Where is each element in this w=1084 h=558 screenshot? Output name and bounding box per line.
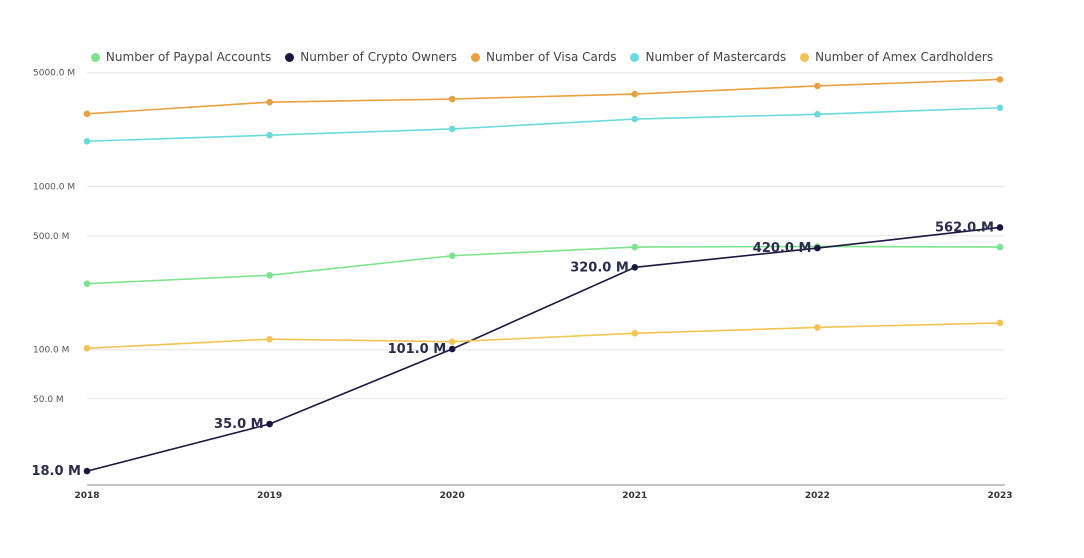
legend-label: Number of Mastercards — [645, 50, 787, 64]
data-point — [83, 280, 91, 288]
legend-marker — [471, 52, 481, 62]
legend-label: Number of Amex Cardholders — [815, 50, 994, 64]
data-point — [266, 272, 273, 279]
legend-item[interactable]: Number of Amex Cardholders — [800, 50, 993, 64]
data-point — [631, 264, 639, 271]
legend-item[interactable]: Number of Crypto Owners — [285, 50, 457, 64]
series-line — [86, 322, 1001, 350]
legend-item[interactable]: Number of Visa Cards — [471, 50, 616, 64]
data-point — [448, 345, 456, 353]
x-tick-label: 2021 — [622, 491, 647, 501]
data-point — [631, 90, 639, 98]
data-label: 35.0 M — [214, 417, 264, 432]
y-tick-label: 1000.0 M — [33, 183, 75, 193]
legend-marker — [90, 52, 100, 62]
legend: Number of Paypal Accounts Number of Crypt… — [0, 50, 1084, 64]
legend-item[interactable]: Number of Mastercards — [630, 50, 786, 64]
y-tick-label: 5000.0 M — [33, 69, 75, 79]
data-point — [83, 110, 91, 118]
y-tick-label: 50.0 M — [33, 395, 64, 405]
data-point — [814, 324, 821, 331]
data-point — [996, 243, 1004, 251]
data-point — [996, 224, 1004, 231]
legend-marker — [630, 52, 640, 62]
series-line — [86, 226, 1001, 472]
data-label: 101.0 M — [388, 342, 447, 357]
data-point — [266, 335, 273, 343]
data-point — [631, 243, 639, 251]
data-point — [448, 125, 456, 133]
y-tick-label: 500.0 M — [33, 232, 69, 242]
x-tick-label: 2019 — [257, 491, 282, 501]
data-point — [448, 338, 456, 345]
y-tick-label: 100.0 M — [33, 346, 69, 356]
legend-item[interactable]: Number of Paypal Accounts — [90, 50, 272, 64]
data-label: 562.0.M — [935, 220, 994, 235]
legend-marker — [800, 52, 810, 62]
x-tick-label: 2022 — [805, 491, 830, 501]
data-point — [448, 252, 456, 260]
x-tick-label: 2018 — [74, 491, 99, 501]
x-tick-label: 2023 — [987, 491, 1012, 501]
data-point — [83, 344, 91, 352]
data-point — [631, 115, 639, 123]
data-point — [996, 76, 1004, 83]
data-point — [266, 98, 273, 106]
data-label: 420.0 M — [753, 241, 812, 256]
data-point — [814, 82, 821, 90]
data-point — [996, 319, 1004, 327]
data-point — [266, 420, 273, 428]
x-tick-label: 2020 — [440, 491, 465, 501]
data-label: 320.0 M — [570, 260, 629, 275]
data-point — [266, 131, 273, 139]
data-point — [814, 111, 821, 118]
legend-label: Number of Visa Cards — [486, 50, 617, 64]
data-point — [996, 104, 1004, 112]
data-point — [631, 330, 639, 337]
series-line — [86, 106, 1001, 143]
data-point — [814, 244, 821, 252]
data-point — [448, 95, 456, 103]
series-line — [86, 78, 1001, 115]
legend-label: Number of Paypal Accounts — [105, 50, 272, 64]
data-label: 18.0 M — [31, 464, 81, 479]
series-line — [86, 245, 1001, 285]
data-point — [83, 467, 91, 475]
data-point — [83, 137, 91, 145]
legend-label: Number of Crypto Owners — [300, 50, 458, 64]
legend-marker — [285, 52, 295, 62]
